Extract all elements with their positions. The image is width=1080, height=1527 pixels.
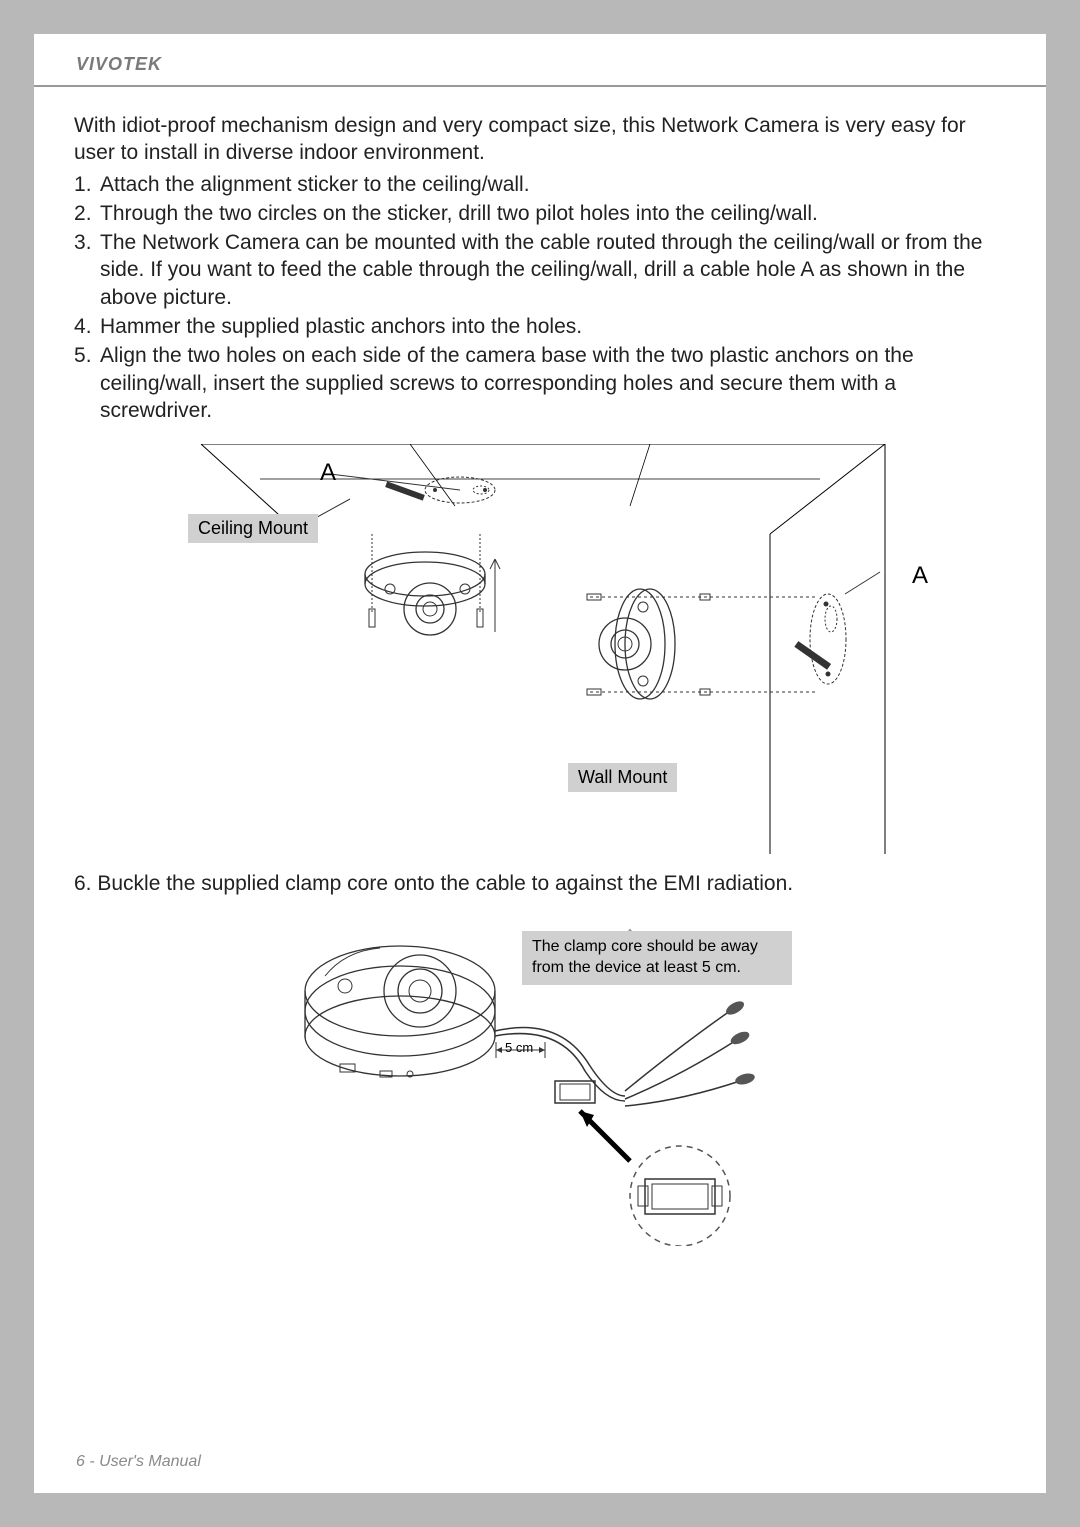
step-item: Hammer the supplied plastic anchors into… bbox=[74, 313, 1006, 340]
distance-label: 5 cm bbox=[505, 1040, 533, 1055]
footer-sep: - bbox=[85, 1453, 99, 1470]
page-content: With idiot-proof mechanism design and ve… bbox=[34, 87, 1046, 1246]
step-item: Align the two holes on each side of the … bbox=[74, 342, 1006, 424]
marker-a-wall: A bbox=[912, 562, 928, 590]
page-footer: 6 - User's Manual bbox=[76, 1453, 201, 1471]
manual-label: User's Manual bbox=[99, 1453, 201, 1470]
step-item: The Network Camera can be mounted with t… bbox=[74, 229, 1006, 311]
intro-text: With idiot-proof mechanism design and ve… bbox=[74, 112, 1006, 167]
step-item: Attach the alignment sticker to the ceil… bbox=[74, 171, 1006, 198]
clamp-note: The clamp core should be away from the d… bbox=[522, 931, 792, 985]
step-item: Through the two circles on the sticker, … bbox=[74, 200, 1006, 227]
manual-page: VIVOTEK With idiot-proof mechanism desig… bbox=[34, 34, 1046, 1493]
step6-text: 6. Buckle the supplied clamp core onto t… bbox=[74, 872, 1006, 896]
room-perspective-svg bbox=[180, 444, 900, 854]
mounting-diagram: A A Ceiling Mount Wall Mount bbox=[180, 444, 900, 854]
steps-list: Attach the alignment sticker to the ceil… bbox=[74, 171, 1006, 425]
page-header: VIVOTEK bbox=[34, 34, 1046, 87]
brand-label: VIVOTEK bbox=[76, 54, 162, 74]
page-number: 6 bbox=[76, 1453, 85, 1470]
clamp-core-diagram: The clamp core should be away from the d… bbox=[280, 916, 800, 1246]
marker-a-ceiling: A bbox=[320, 459, 336, 487]
ceiling-mount-label: Ceiling Mount bbox=[188, 514, 318, 543]
wall-mount-label: Wall Mount bbox=[568, 763, 677, 792]
